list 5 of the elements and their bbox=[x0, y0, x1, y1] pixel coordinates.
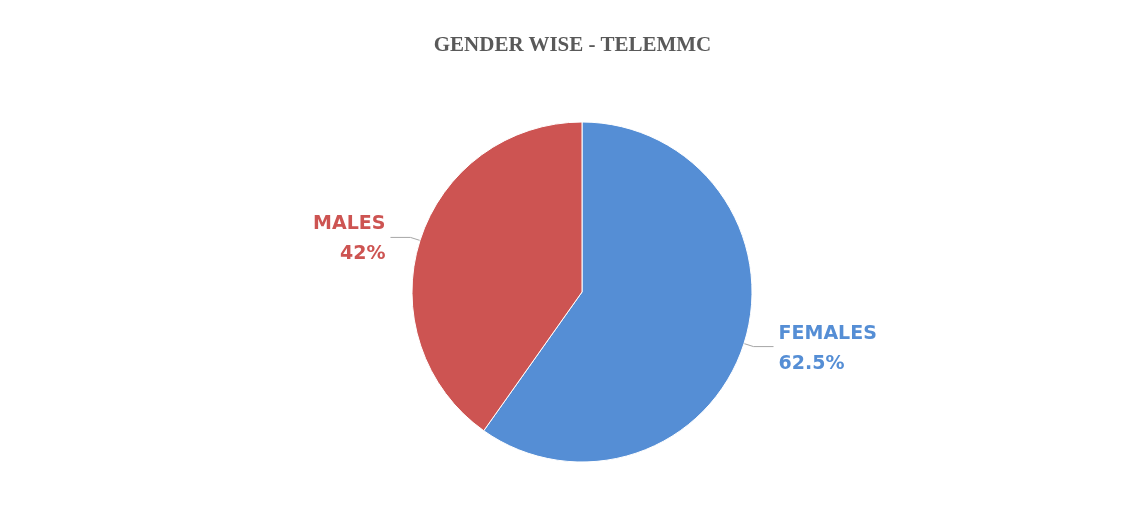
data-label: 62.5% bbox=[778, 350, 845, 373]
chart-title: GENDER WISE - TELEMMC bbox=[433, 31, 712, 56]
data-label: 42% bbox=[339, 241, 386, 264]
slice-label: FEMALES bbox=[778, 320, 877, 343]
slice-label: MALES bbox=[313, 211, 386, 234]
